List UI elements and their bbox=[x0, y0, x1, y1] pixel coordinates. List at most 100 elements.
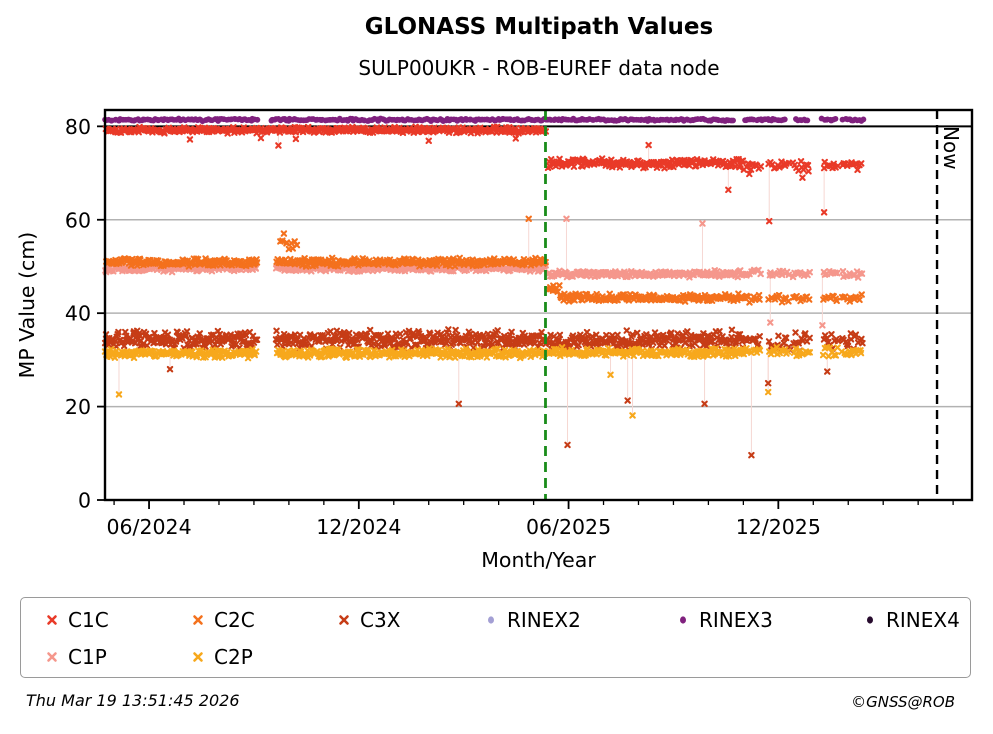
legend-item-c3x: C3X bbox=[337, 608, 484, 632]
point-C3X bbox=[643, 331, 650, 338]
point-C1C bbox=[570, 163, 578, 170]
point-C1C bbox=[800, 166, 807, 173]
point-RINEX3 bbox=[781, 116, 788, 123]
circle-marker-icon bbox=[867, 615, 873, 624]
legend-label: RINEX2 bbox=[507, 607, 581, 632]
point-C1C bbox=[757, 163, 765, 170]
point-C3X bbox=[253, 336, 261, 343]
point-C2C bbox=[556, 282, 563, 289]
point-C1C bbox=[725, 186, 732, 194]
point-C2C bbox=[312, 262, 319, 269]
point-C2P bbox=[474, 346, 482, 353]
y-tick-label: 40 bbox=[65, 302, 91, 326]
point-C1C bbox=[830, 160, 838, 168]
point-C3X bbox=[834, 337, 842, 345]
point-C3X bbox=[691, 339, 698, 347]
point-C3X bbox=[366, 326, 374, 334]
point-C3X bbox=[345, 329, 353, 337]
point-C3X bbox=[795, 340, 802, 347]
y-tick-label: 0 bbox=[78, 489, 91, 513]
point-C1C bbox=[854, 166, 861, 174]
point-C1C bbox=[799, 174, 806, 181]
point-C3X bbox=[474, 339, 482, 346]
point-C2P bbox=[792, 345, 800, 352]
point-C1P bbox=[819, 322, 826, 329]
point-C1C bbox=[645, 141, 652, 149]
point-C2C bbox=[701, 291, 709, 299]
point-C1C bbox=[186, 136, 194, 143]
point-C3X bbox=[623, 327, 631, 334]
point-C1P bbox=[767, 319, 774, 326]
point-C1C bbox=[746, 170, 753, 178]
x-marker-icon bbox=[47, 651, 57, 662]
point-C2C bbox=[576, 291, 583, 298]
point-C3X bbox=[728, 326, 736, 334]
point-C2P bbox=[607, 371, 614, 379]
chart-subtitle: SULP00UKR - ROB-EUREF data node bbox=[358, 56, 720, 80]
point-C3X bbox=[338, 337, 345, 345]
legend-label: C2P bbox=[214, 644, 253, 669]
point-C3X bbox=[780, 339, 788, 347]
x-axis-label: Month/Year bbox=[481, 548, 596, 572]
chart-title: GLONASS Multipath Values bbox=[364, 14, 714, 40]
point-C2P bbox=[764, 388, 772, 396]
legend-item-rinex4: RINEX4 bbox=[863, 608, 970, 632]
credit-text: ©GNSS@ROB bbox=[851, 693, 955, 711]
point-C3X bbox=[291, 331, 299, 338]
point-C2C bbox=[756, 296, 763, 303]
legend-label: RINEX3 bbox=[699, 607, 773, 632]
point-C3X bbox=[538, 328, 545, 336]
y-tick-label: 60 bbox=[65, 208, 91, 232]
legend-item-c2c: C2C bbox=[191, 608, 337, 632]
point-C3X bbox=[764, 379, 772, 387]
legend-item-c1c: C1C bbox=[45, 608, 191, 632]
point-C2P bbox=[784, 348, 792, 355]
point-C3X bbox=[667, 329, 675, 336]
point-C3X bbox=[592, 331, 600, 339]
point-C2C bbox=[293, 241, 301, 249]
point-C1C bbox=[820, 209, 828, 216]
x-marker-icon bbox=[339, 614, 349, 625]
point-C1C bbox=[292, 135, 300, 143]
x-marker-icon bbox=[193, 651, 203, 662]
point-C3X bbox=[151, 329, 158, 337]
point-C1C bbox=[425, 137, 432, 145]
point-C1C bbox=[805, 168, 812, 175]
point-C2P bbox=[527, 353, 534, 361]
point-C3X bbox=[363, 332, 371, 340]
plot-frame bbox=[103, 108, 974, 502]
point-C1C bbox=[512, 135, 520, 142]
point-C1P bbox=[833, 269, 841, 277]
point-C3X bbox=[765, 338, 773, 345]
point-C3X bbox=[792, 329, 799, 336]
point-C3X bbox=[624, 397, 631, 404]
point-C1P bbox=[252, 265, 260, 272]
point-C3X bbox=[445, 326, 452, 333]
point-C1C bbox=[739, 157, 747, 164]
point-C3X bbox=[216, 330, 224, 338]
legend-label: RINEX4 bbox=[886, 607, 960, 632]
point-C3X bbox=[674, 330, 681, 337]
point-C2P bbox=[539, 353, 546, 360]
point-C3X bbox=[449, 339, 457, 347]
point-C3X bbox=[629, 331, 636, 338]
point-C3X bbox=[659, 331, 667, 339]
point-C1C bbox=[857, 160, 865, 167]
point-C1P bbox=[755, 266, 762, 274]
legend-item-c1p: C1P bbox=[45, 645, 191, 669]
point-RINEX3 bbox=[804, 117, 811, 124]
point-C3X bbox=[700, 330, 707, 337]
point-C2P bbox=[252, 348, 260, 355]
point-C3X bbox=[775, 332, 782, 340]
legend-item-rinex3: RINEX3 bbox=[676, 608, 863, 632]
legend-item-rinex2: RINEX2 bbox=[484, 608, 676, 632]
legend-item-c2p: C2P bbox=[191, 645, 337, 669]
point-C1C bbox=[275, 142, 282, 149]
point-C3X bbox=[188, 334, 196, 342]
point-C3X bbox=[859, 339, 866, 347]
point-C2P bbox=[331, 351, 338, 359]
point-C2P bbox=[819, 351, 827, 359]
point-C3X bbox=[455, 400, 463, 408]
point-C3X bbox=[488, 341, 496, 348]
